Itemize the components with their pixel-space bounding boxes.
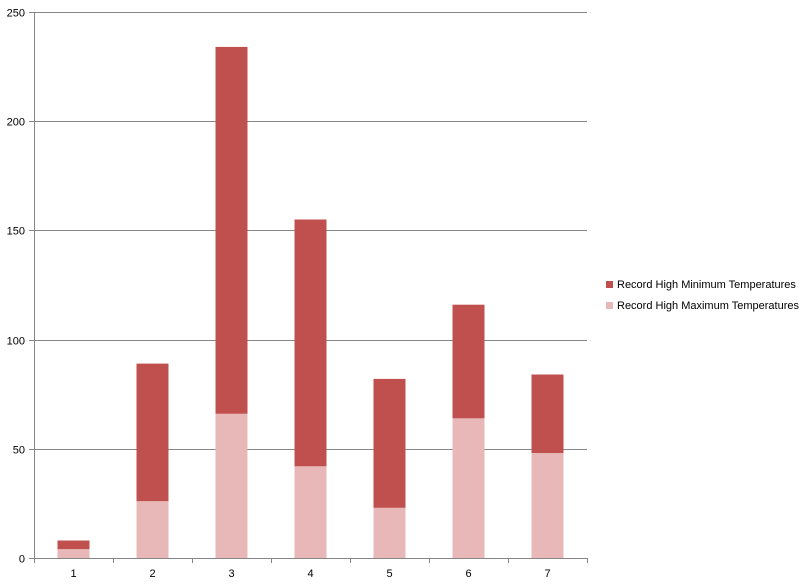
legend-label-max: Record High Maximum Temperatures xyxy=(617,299,799,312)
y-tick-labels: 0 50 100 150 200 250 xyxy=(7,8,25,566)
x-tick-label: 5 xyxy=(386,568,392,580)
axes xyxy=(34,12,588,563)
x-tick-label: 7 xyxy=(544,568,550,580)
bar-segment-max xyxy=(136,501,169,558)
legend-item-min: Record High Minimum Temperatures xyxy=(606,274,799,295)
x-tick-label: 6 xyxy=(465,568,471,580)
legend: Record High Minimum Temperatures Record … xyxy=(606,274,799,316)
x-tick-label: 4 xyxy=(307,568,313,580)
bar-segment-min xyxy=(294,219,327,467)
x-tick-label: 3 xyxy=(228,568,234,580)
bar-segment-max xyxy=(294,466,327,558)
bar-segment-max xyxy=(57,549,90,558)
y-tick-label: 0 xyxy=(19,554,25,566)
x-tick-label: 1 xyxy=(70,568,76,580)
bar-segment-min xyxy=(136,363,169,502)
bar-segment-min xyxy=(57,540,90,550)
legend-swatch-max xyxy=(606,302,613,309)
bar-segment-min xyxy=(452,304,485,419)
bar-segment-min xyxy=(531,374,564,454)
x-tick-label: 2 xyxy=(149,568,155,580)
legend-item-max: Record High Maximum Temperatures xyxy=(606,295,799,316)
bar-segment-max xyxy=(531,453,564,558)
bar-segment-min xyxy=(215,46,248,414)
bar-segment-max xyxy=(373,507,406,558)
legend-swatch-min xyxy=(606,281,613,288)
y-tick-label: 150 xyxy=(7,226,25,238)
y-tick-label: 50 xyxy=(13,445,25,457)
bar-segment-max xyxy=(215,413,248,558)
x-tick-labels: 1 2 3 4 5 6 7 xyxy=(70,568,550,580)
y-tick-label: 100 xyxy=(7,336,25,348)
bars xyxy=(57,46,564,558)
bar-segment-min xyxy=(373,378,406,508)
y-tick-label: 250 xyxy=(7,8,25,20)
y-tick-label: 200 xyxy=(7,117,25,129)
legend-label-min: Record High Minimum Temperatures xyxy=(617,278,796,291)
bar-segment-max xyxy=(452,418,485,558)
